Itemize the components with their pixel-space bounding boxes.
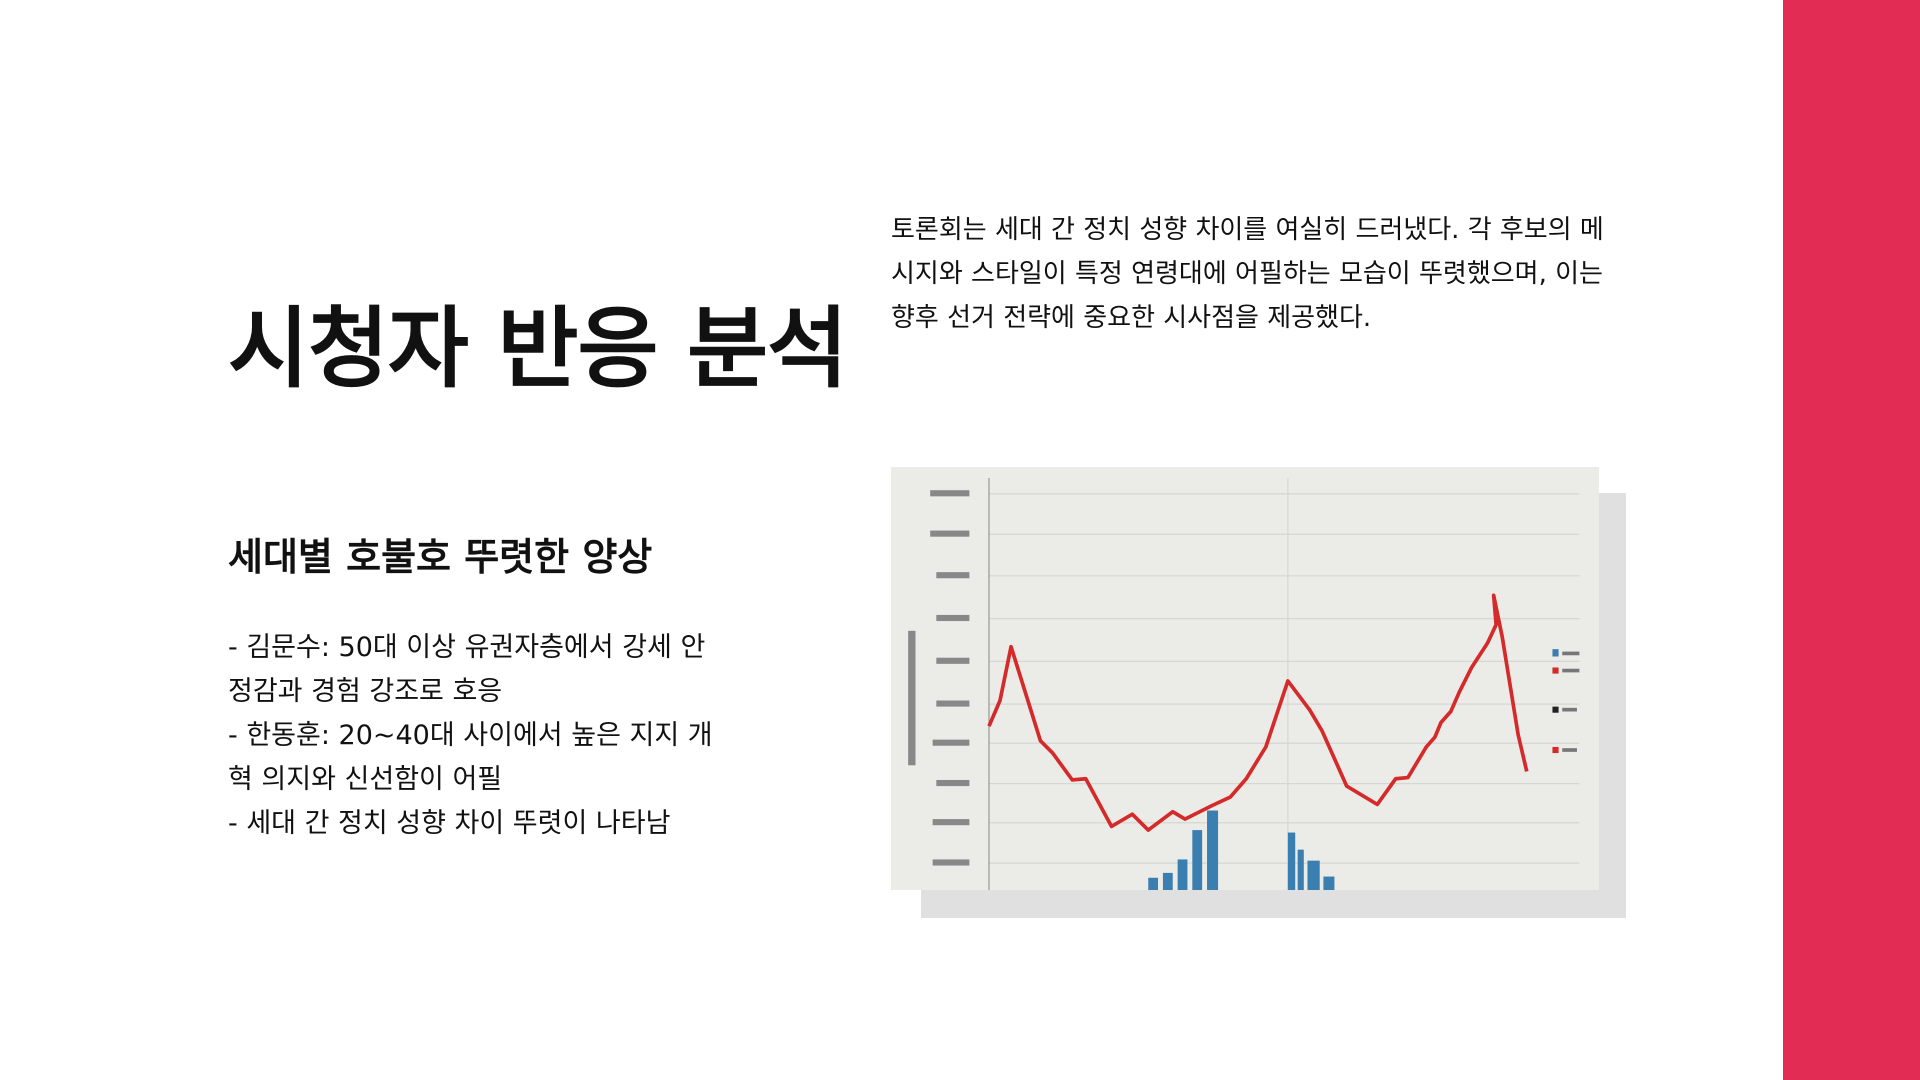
accent-bar bbox=[1783, 0, 1920, 1080]
bullet: - 김문수: 50대 이상 유권자층에서 강세 안정감과 경험 강조로 호응 bbox=[228, 632, 706, 707]
bullet: - 한동훈: 20~40대 사이에서 높은 지지 개혁 의지와 신선함이 어필 bbox=[228, 720, 713, 795]
section-heading: 세대별 호불호 뚜렷한 양상 bbox=[228, 535, 653, 579]
chart-image bbox=[891, 467, 1599, 890]
bullet: - 세대 간 정치 성향 차이 뚜렷이 나타남 bbox=[228, 808, 671, 839]
title: 시청자 반응 분석 bbox=[228, 297, 848, 400]
intro-text: 토론회는 세대 간 정치 성향 차이를 여실히 드러냈다. 각 후보의 메시지와… bbox=[891, 215, 1604, 333]
bullet-list: - 김문수: 50대 이상 유권자층에서 강세 안정감과 경험 강조로 호응 -… bbox=[228, 626, 718, 846]
